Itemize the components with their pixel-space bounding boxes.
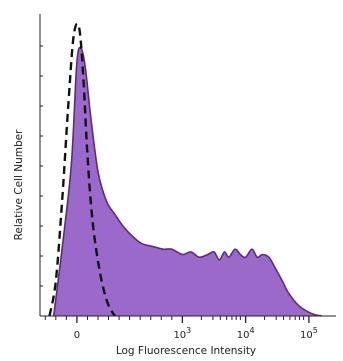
- x-tick-label: 103: [173, 326, 191, 341]
- histogram-outline: [52, 46, 322, 317]
- y-axis-title: Relative Cell Number: [13, 129, 25, 241]
- x-tick-label: 0: [74, 330, 80, 341]
- x-tick-label: 104: [237, 326, 255, 341]
- x-tick-label: 105: [300, 326, 318, 341]
- control-dashed-line: [48, 22, 116, 317]
- axes: 0 103 104 105: [39, 14, 336, 341]
- x-axis-title: Log Fluorescence Intensity: [116, 345, 256, 357]
- histogram-fill: [53, 47, 322, 317]
- plot-area: [48, 22, 322, 317]
